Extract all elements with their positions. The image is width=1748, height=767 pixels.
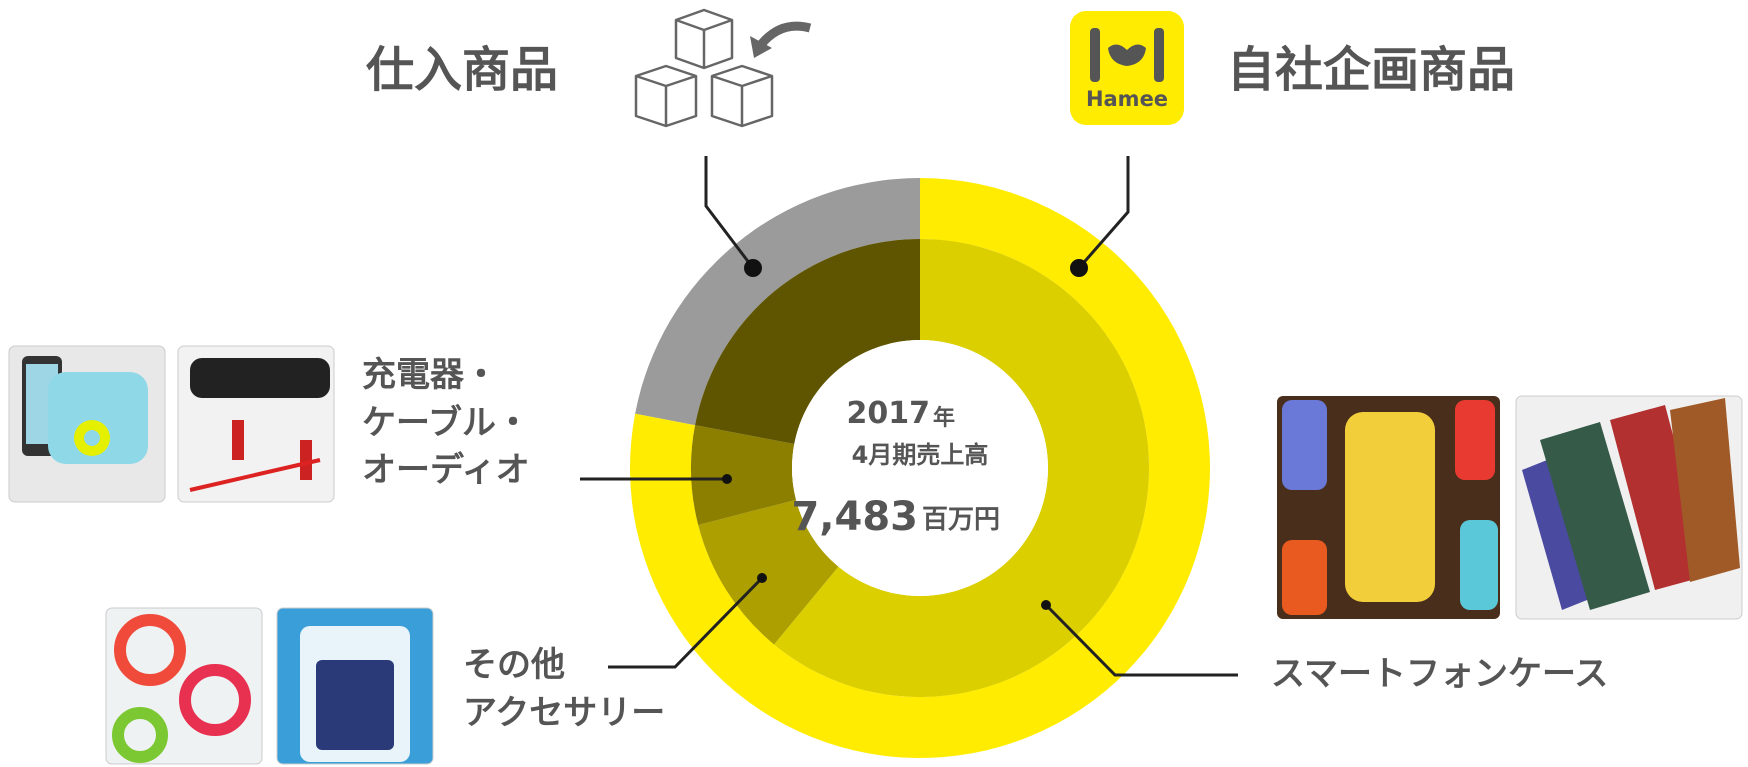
center-total: 7,483 <box>791 494 918 540</box>
category-label: 充電器・ ケーブル・ オーディオ <box>362 352 530 495</box>
page: Hamee 2017 年 4月期売上高 7,483 百万円 <box>0 0 1748 767</box>
boxes-icon <box>636 10 810 126</box>
center-subtitle: 4月期売上高 <box>852 441 989 469</box>
hamee-logo: Hamee <box>1070 11 1184 125</box>
center-total-unit: 百万円 <box>922 505 1000 535</box>
logo-text: Hamee <box>1086 87 1168 111</box>
category-label: その他 アクセサリー <box>463 642 665 737</box>
right-title: 自社企画商品 <box>1227 46 1515 94</box>
category-label: スマートフォンケース <box>1271 651 1608 699</box>
center-year-unit: 年 <box>933 405 955 431</box>
left-title: 仕入商品 <box>366 46 558 94</box>
center-year: 2017 <box>847 396 931 431</box>
